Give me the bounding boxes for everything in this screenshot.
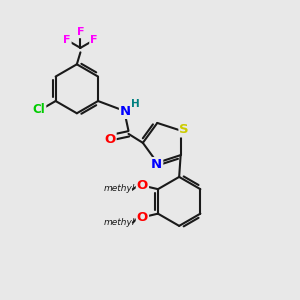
- Text: O: O: [104, 133, 116, 146]
- Text: S: S: [179, 123, 189, 136]
- Text: F: F: [63, 35, 71, 45]
- Text: N: N: [120, 105, 131, 118]
- Text: F: F: [90, 35, 98, 45]
- Text: O: O: [137, 211, 148, 224]
- Text: methyl: methyl: [103, 184, 135, 193]
- Text: N: N: [151, 158, 162, 171]
- Text: Cl: Cl: [33, 103, 45, 116]
- Text: F: F: [77, 27, 84, 37]
- Text: O: O: [137, 179, 148, 192]
- Text: H: H: [131, 99, 140, 109]
- Text: methyl: methyl: [103, 218, 135, 226]
